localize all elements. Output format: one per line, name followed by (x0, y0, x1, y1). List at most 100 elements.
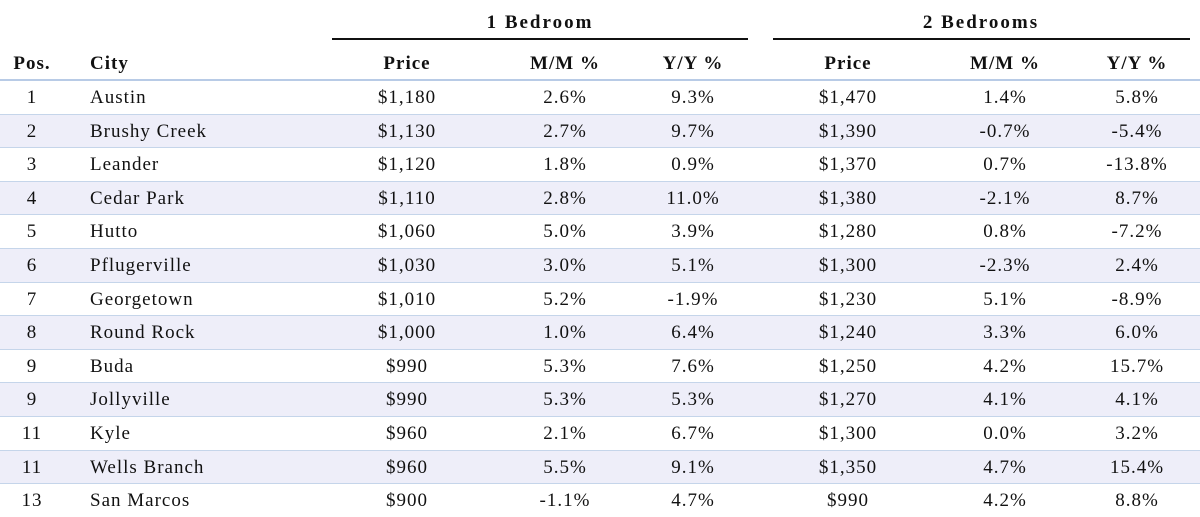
table-row (0, 450, 1200, 485)
table-cell: $1,060 (377, 221, 437, 243)
table-cell: 2.4% (1115, 255, 1159, 276)
table-cell: -1.1% (539, 490, 591, 512)
column-header: City (90, 53, 129, 74)
table-cell: 2.8% (543, 187, 587, 209)
table-cell: 9 (26, 389, 38, 411)
column-header: Pos. (13, 53, 51, 74)
table-cell: $1,370 (818, 154, 878, 176)
table-cell: $1,120 (377, 154, 437, 176)
table-cell: 9.7% (671, 120, 715, 142)
table-cell: 0.7% (983, 154, 1027, 176)
table-cell: Georgetown (90, 288, 194, 310)
group-rule (332, 38, 748, 40)
table-cell: 4.7% (671, 490, 715, 512)
table-cell: 11.0% (666, 187, 720, 209)
table-cell: $1,240 (818, 322, 878, 344)
table-cell: -2.3% (979, 255, 1031, 276)
table-cell: $1,270 (818, 389, 878, 411)
table-cell: -8.9% (1111, 288, 1163, 310)
table-cell: 11 (21, 423, 43, 444)
table-cell: $1,300 (818, 423, 878, 444)
table-cell: $1,350 (818, 456, 878, 478)
table-cell: 5.3% (671, 389, 715, 411)
table-cell: 9.1% (671, 456, 715, 478)
table-cell: $1,130 (377, 120, 437, 142)
table-cell: 9.3% (671, 87, 715, 108)
table-cell: Round Rock (90, 322, 196, 344)
group-header: 2 Bedrooms (922, 12, 1040, 33)
table-cell: 6.7% (671, 423, 715, 444)
table-cell: 15.4% (1109, 456, 1165, 478)
table-cell: $1,250 (818, 355, 878, 377)
table-cell: $1,300 (818, 255, 878, 276)
table-cell: $990 (386, 389, 428, 411)
table-cell: Brushy Creek (90, 120, 208, 142)
table-cell: 1.4% (983, 87, 1027, 108)
table-cell: 6.0% (1115, 322, 1159, 344)
table-cell: $1,110 (378, 187, 436, 209)
column-header: Y/Y % (662, 53, 724, 74)
table-cell: 5.3% (543, 355, 587, 377)
table-cell: -5.4% (1111, 120, 1163, 142)
table-cell: 5.5% (543, 456, 587, 478)
table-cell: -13.8% (1106, 154, 1168, 176)
table-cell: $1,390 (818, 120, 878, 142)
table-cell: 4.2% (983, 490, 1027, 512)
table-row (0, 81, 1200, 115)
table-cell: $990 (386, 355, 428, 377)
table-cell: 8.8% (1115, 490, 1159, 512)
table-cell: San Marcos (90, 490, 191, 512)
table-cell: 7.6% (671, 355, 715, 377)
table-cell: 5.8% (1115, 87, 1159, 108)
table-cell: $1,230 (818, 288, 878, 310)
table-cell: 2.1% (543, 423, 587, 444)
table-row (0, 282, 1200, 317)
table-cell: Kyle (90, 423, 131, 444)
table-cell: 2 (26, 120, 38, 142)
table-cell: 0.8% (983, 221, 1027, 243)
table-cell: Pflugerville (90, 255, 192, 276)
table-row (0, 417, 1200, 451)
table-cell: 5.0% (543, 221, 587, 243)
table-cell: 3 (26, 154, 38, 176)
table-cell: $960 (386, 423, 428, 444)
table-cell: 3.9% (671, 221, 715, 243)
table-row (0, 249, 1200, 283)
table-cell: $1,010 (377, 288, 437, 310)
table-cell: 8 (26, 322, 38, 344)
table-cell: 9 (26, 355, 38, 377)
table-row (0, 215, 1200, 249)
table-cell: 4.7% (983, 456, 1027, 478)
table-row (0, 148, 1200, 182)
table-cell: 4.1% (983, 389, 1027, 411)
table-cell: 13 (21, 490, 43, 512)
table-cell: $1,380 (818, 187, 878, 209)
table-row (0, 383, 1200, 417)
table-cell: 3.2% (1115, 423, 1159, 444)
table-cell: $960 (386, 456, 428, 478)
table-cell: 4.2% (983, 355, 1027, 377)
table-cell: $1,030 (377, 255, 437, 276)
table-cell: $900 (386, 490, 428, 512)
table-cell: 11 (21, 456, 43, 478)
table-row (0, 181, 1200, 216)
table-cell: 4 (26, 187, 38, 209)
table-cell: 5.3% (543, 389, 587, 411)
table-cell: 2.6% (543, 87, 587, 108)
header-row (0, 47, 1200, 81)
table-cell: $1,180 (377, 87, 437, 108)
table-cell: $990 (827, 490, 869, 512)
table-cell: 5 (26, 221, 38, 243)
table-cell: 5.1% (671, 255, 715, 276)
table-cell: 15.7% (1109, 355, 1165, 377)
table-row (0, 349, 1200, 384)
table-cell: 1.8% (543, 154, 587, 176)
column-header: Price (383, 53, 431, 74)
table-cell: Hutto (90, 221, 139, 243)
table-cell: Wells Branch (90, 456, 205, 478)
table-cell: $1,470 (818, 87, 878, 108)
table-cell: 5.2% (543, 288, 587, 310)
table-cell: Leander (90, 154, 160, 176)
table-cell: Austin (90, 87, 147, 108)
